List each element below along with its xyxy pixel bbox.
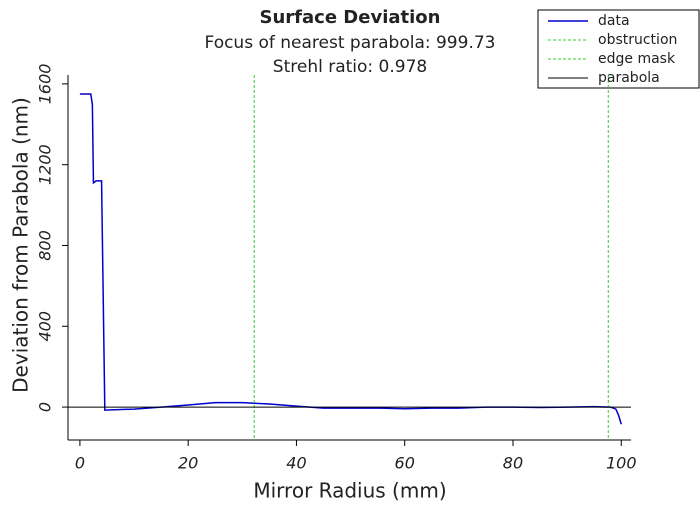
x-tick-label: 40 <box>286 454 306 473</box>
legend-label: parabola <box>598 70 660 86</box>
x-tick-label: 0 <box>75 454 85 473</box>
x-axis-label: Mirror Radius (mm) <box>253 479 446 503</box>
legend-label: edge mask <box>598 51 676 67</box>
x-tick-label: 80 <box>503 454 523 473</box>
y-tick-label: 1600 <box>36 64 55 105</box>
y-tick-label: 0 <box>36 402 55 412</box>
legend-label: data <box>598 13 630 29</box>
y-tick-label: 1200 <box>36 144 55 185</box>
x-tick-label: 100 <box>606 454 637 473</box>
x-tick-label: 60 <box>395 454 415 473</box>
subtitle: Strehl ratio: 0.978 <box>273 57 427 77</box>
chart-title: Surface Deviation <box>260 7 441 28</box>
data-line <box>79 93 622 425</box>
y-tick-label: 800 <box>36 230 55 261</box>
x-tick-label: 20 <box>178 454 198 473</box>
legend <box>537 9 700 89</box>
y-axis-label: Deviation from Parabola (nm) <box>9 97 33 393</box>
legend-label: obstruction <box>598 32 677 48</box>
y-tick-label: 400 <box>36 311 55 342</box>
subtitle: Focus of nearest parabola: 999.73 <box>205 33 496 53</box>
